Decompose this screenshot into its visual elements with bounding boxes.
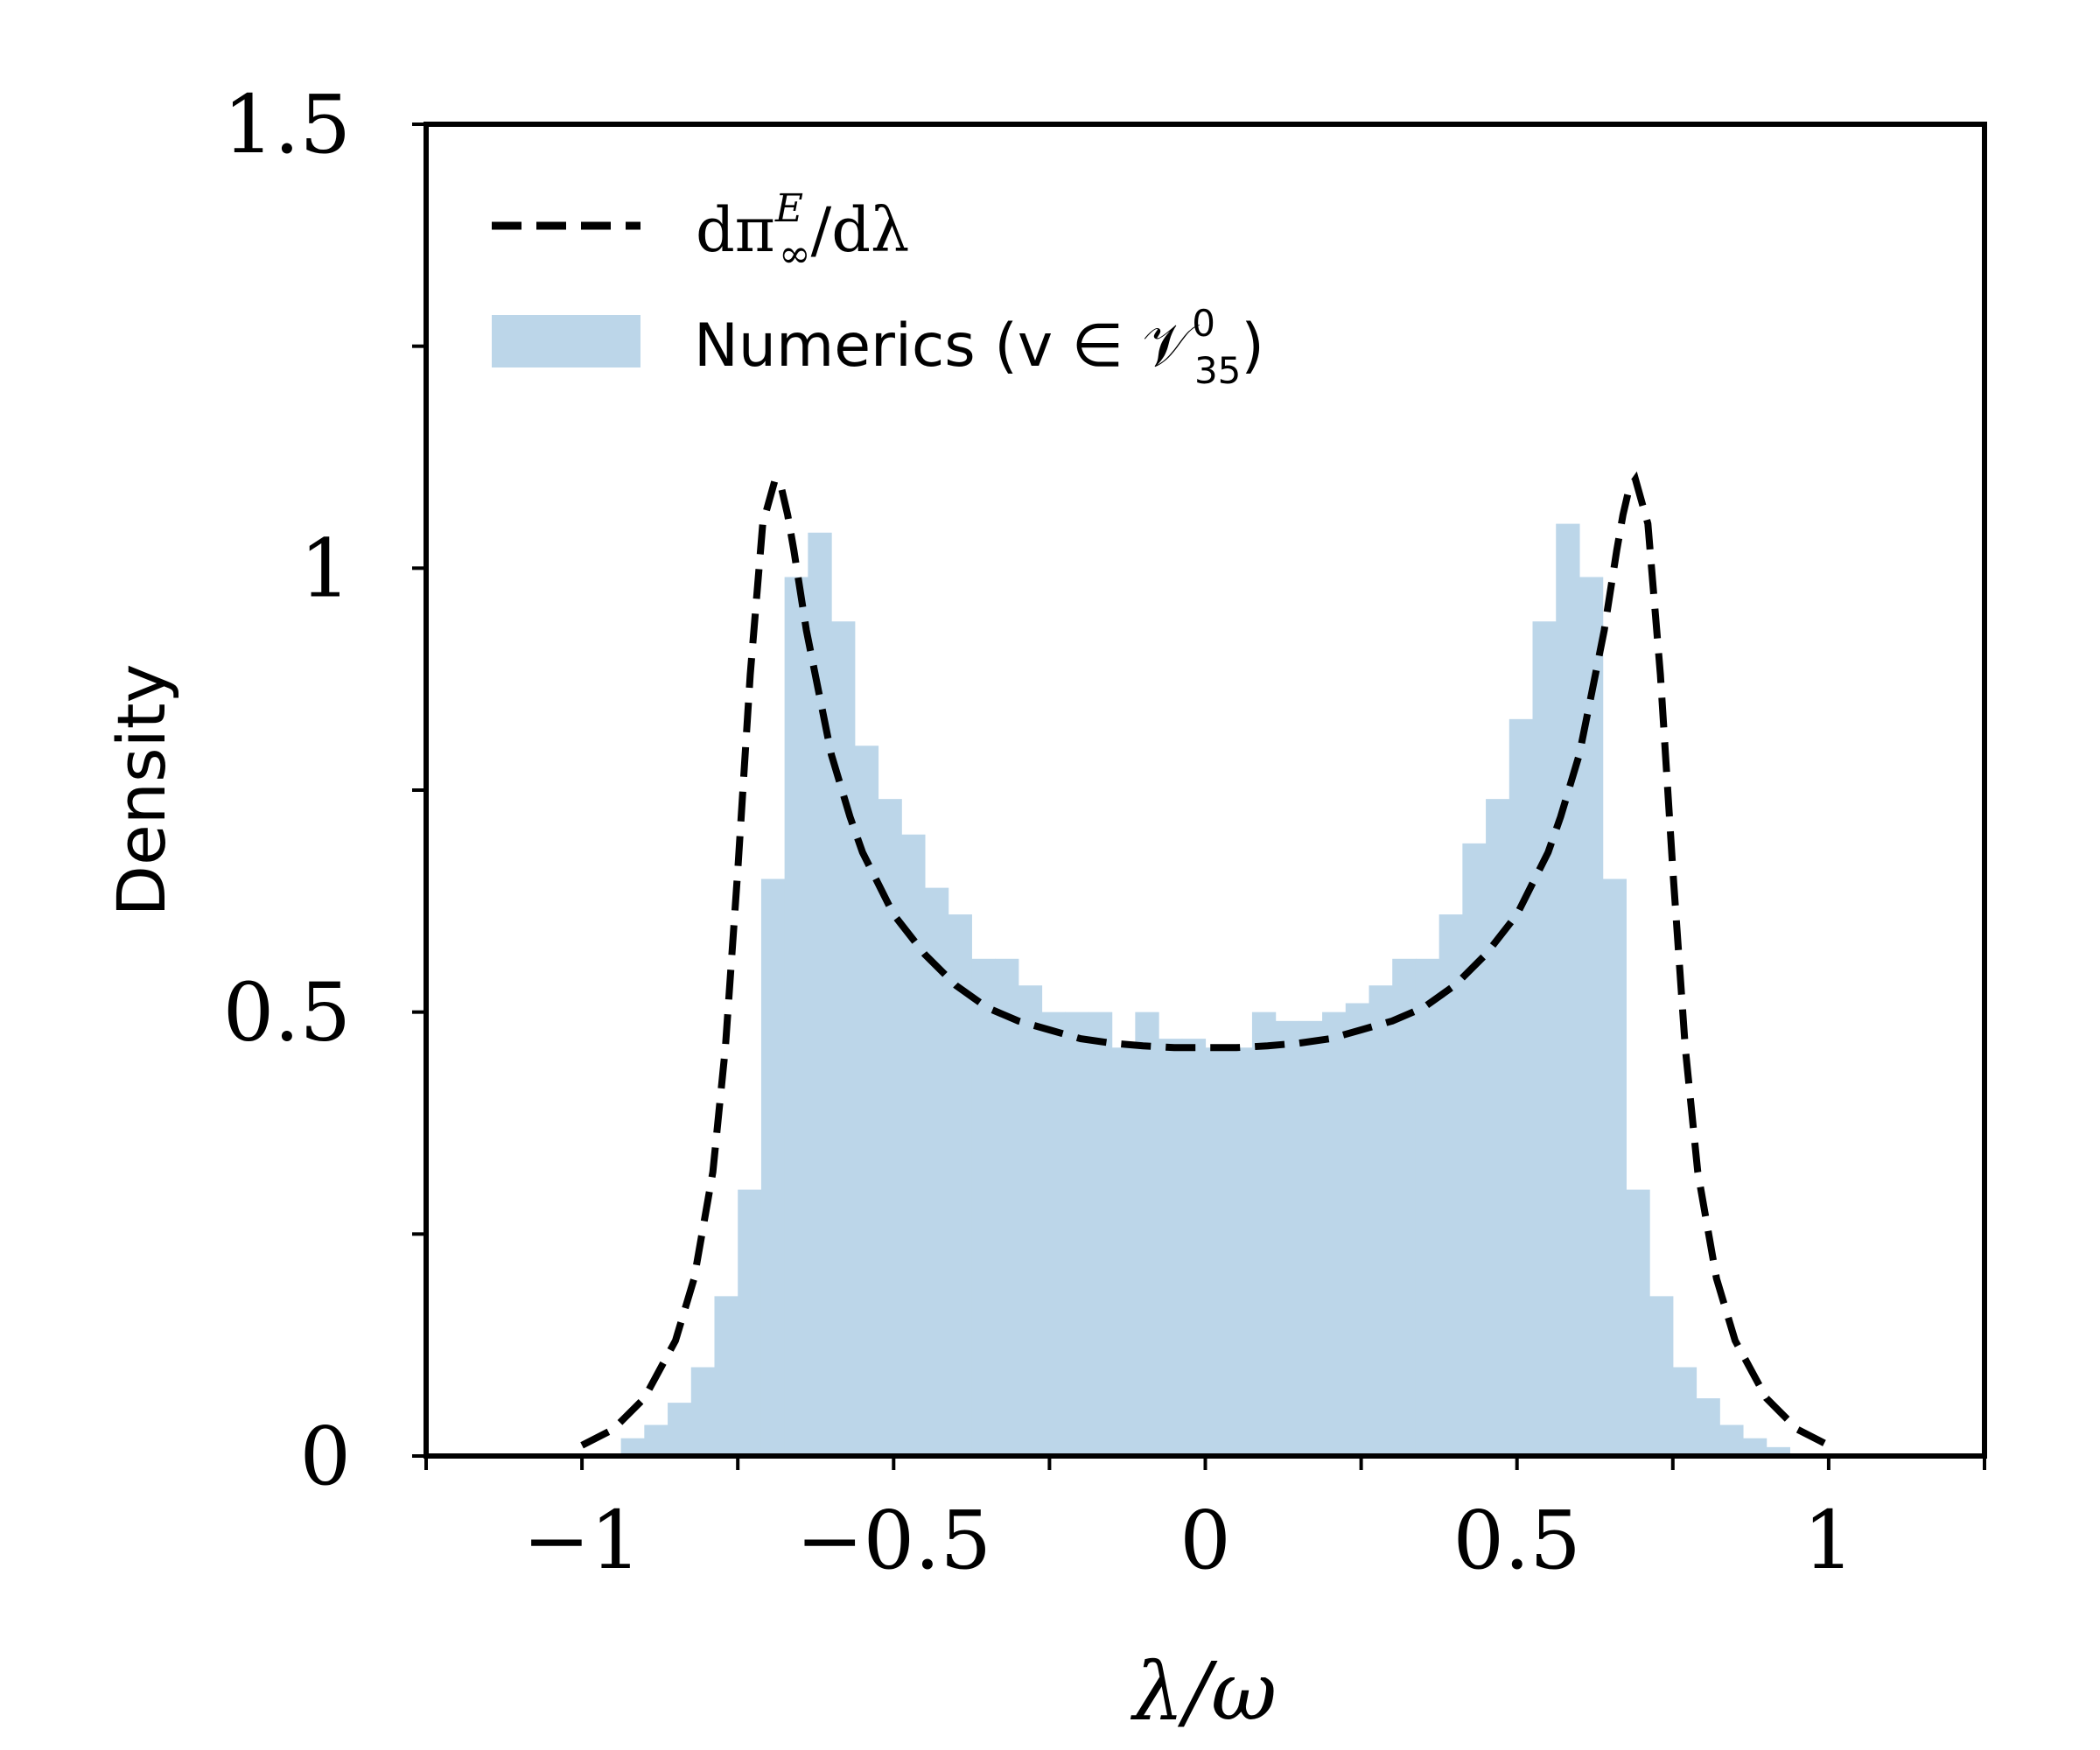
histogram-bar	[1696, 1398, 1720, 1456]
legend-label-density-sub: ∞	[779, 232, 811, 276]
histogram-bar	[738, 1189, 762, 1456]
legend-label-numerics-sub: 35	[1194, 349, 1241, 392]
histogram-bar	[1556, 523, 1580, 1456]
x-tick-label: 1	[1803, 1494, 1855, 1587]
density-curve-line	[580, 471, 1830, 1449]
x-axis-label: λ/ω	[1130, 1645, 1277, 1739]
histogram-bar	[1438, 914, 1463, 1456]
y-tick-label: 1.5	[223, 78, 351, 172]
histogram-bar	[1368, 985, 1393, 1456]
legend-filled-patch-swatch	[492, 315, 640, 368]
histogram-bar	[948, 914, 972, 1456]
histogram-bar	[1742, 1438, 1768, 1456]
histogram-bar	[1486, 799, 1510, 1456]
histogram-bar	[854, 746, 879, 1456]
y-tick-label: 0.5	[223, 966, 351, 1060]
histogram-bar	[831, 621, 856, 1456]
histogram-bar	[1649, 1296, 1674, 1456]
histogram-bar	[1088, 1012, 1113, 1456]
legend-label-numerics-sup: 0	[1192, 302, 1215, 345]
histogram-bar	[690, 1367, 716, 1456]
histogram-bar	[1275, 1020, 1299, 1456]
histogram-bar	[1766, 1446, 1790, 1456]
histogram-bar	[1228, 1047, 1253, 1456]
legend-label-density: dπE ∞/dλ	[696, 186, 909, 276]
histogram-bar	[620, 1438, 645, 1456]
histogram-bar	[1298, 1020, 1323, 1456]
histogram-bar	[1626, 1189, 1650, 1456]
legend-label-density-tail: /dλ	[811, 194, 910, 266]
histogram-bar	[1158, 1039, 1183, 1456]
histogram-bar	[1345, 1003, 1370, 1456]
histogram-bar	[1065, 1012, 1089, 1456]
histogram-bar	[714, 1296, 738, 1456]
histogram-bar	[1251, 1012, 1277, 1456]
histogram-bar	[1135, 1012, 1159, 1456]
histogram-bar	[995, 958, 1019, 1456]
legend-label-density-main: dπ	[696, 194, 775, 266]
x-tick-label: −1	[522, 1494, 641, 1587]
legend-label-numerics-main: Numerics (v ∈ 𝒱	[694, 312, 1200, 381]
legend-label-density-sup: E	[774, 186, 803, 231]
histogram-bar	[1719, 1424, 1744, 1456]
histogram-bar	[878, 799, 902, 1456]
histogram-bar	[1508, 718, 1534, 1456]
histogram-bar	[1415, 958, 1440, 1456]
y-axis-ticks: 0 0.5 1 1.5	[223, 78, 426, 1503]
histogram-bar	[1672, 1367, 1698, 1456]
x-tick-label: 0.5	[1453, 1494, 1581, 1587]
histogram-bar	[1578, 577, 1604, 1456]
histogram-bars	[620, 523, 1790, 1457]
histogram-bar	[760, 878, 786, 1456]
histogram-bar	[1181, 1039, 1207, 1456]
histogram-bar	[1205, 1047, 1229, 1456]
histogram-bar	[644, 1424, 668, 1456]
legend-label-numerics-tail: )	[1241, 312, 1264, 381]
histogram-bar	[971, 958, 996, 1456]
histogram-bar	[1041, 1012, 1066, 1456]
y-tick-label: 1	[299, 522, 351, 615]
histogram-bar	[668, 1403, 692, 1456]
histogram-bar	[1018, 985, 1043, 1456]
x-axis-ticks: −1 −0.5 0 0.5 1	[424, 1456, 1986, 1587]
histogram-bar	[1392, 958, 1417, 1456]
histogram-bar	[1111, 1047, 1136, 1456]
histogram-bar	[1532, 621, 1557, 1456]
y-tick-label: 0	[299, 1410, 351, 1503]
y-axis-label: Density	[102, 664, 180, 917]
legend-label-numerics: Numerics (v ∈ 𝒱0 35)	[694, 302, 1264, 392]
x-tick-label: −0.5	[796, 1494, 991, 1587]
histogram-bar	[784, 577, 808, 1456]
histogram-bar	[1602, 878, 1627, 1456]
legend: dπE ∞/dλ Numerics (v ∈ 𝒱0 35)	[492, 186, 1264, 392]
x-tick-label: 0	[1180, 1494, 1231, 1587]
histogram-bar	[1322, 1012, 1347, 1456]
histogram-bar	[924, 887, 949, 1456]
histogram-bar	[1462, 843, 1487, 1456]
